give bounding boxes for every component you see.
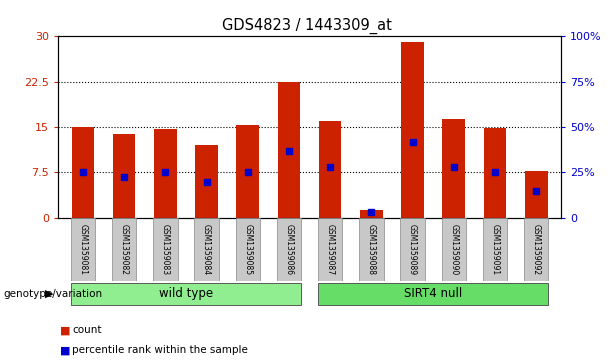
Text: ■: ■ (60, 325, 70, 335)
Text: wild type: wild type (159, 287, 213, 300)
Bar (360, 210, 383, 218)
Bar (194, 218, 219, 281)
Text: ■: ■ (60, 345, 70, 355)
Text: GSM1359084: GSM1359084 (202, 224, 211, 275)
Text: GSM1359090: GSM1359090 (449, 224, 459, 275)
Text: GSM1359089: GSM1359089 (408, 224, 417, 275)
Bar (318, 218, 342, 281)
Bar (237, 125, 259, 218)
Bar (153, 218, 178, 281)
Text: GSM1359082: GSM1359082 (120, 224, 129, 275)
Bar (402, 42, 424, 218)
Bar (71, 282, 301, 306)
Bar (71, 218, 95, 281)
Text: SIRT4 null: SIRT4 null (404, 287, 462, 300)
Bar (319, 121, 341, 218)
Bar (154, 129, 177, 218)
Text: GSM1359081: GSM1359081 (78, 224, 88, 275)
Text: ▶: ▶ (45, 289, 54, 299)
Text: percentile rank within the sample: percentile rank within the sample (72, 345, 248, 355)
Bar (525, 171, 547, 218)
Text: count: count (72, 325, 102, 335)
Bar (113, 134, 135, 218)
Text: genotype/variation: genotype/variation (3, 289, 102, 299)
Text: GSM1359086: GSM1359086 (284, 224, 294, 275)
Text: GSM1359088: GSM1359088 (367, 224, 376, 275)
Bar (359, 218, 384, 281)
Bar (72, 127, 94, 218)
Text: GSM1359091: GSM1359091 (490, 224, 500, 275)
Text: GSM1359085: GSM1359085 (243, 224, 253, 275)
Text: GSM1359092: GSM1359092 (531, 224, 541, 275)
Text: GDS4823 / 1443309_at: GDS4823 / 1443309_at (221, 17, 392, 33)
Bar (195, 145, 218, 218)
Bar (400, 218, 425, 281)
Bar (484, 128, 506, 218)
Bar (483, 218, 507, 281)
Bar (112, 218, 136, 281)
Bar (441, 218, 466, 281)
Bar (277, 218, 301, 281)
Bar (318, 282, 549, 306)
Text: GSM1359087: GSM1359087 (326, 224, 335, 275)
Text: GSM1359083: GSM1359083 (161, 224, 170, 275)
Bar (443, 119, 465, 218)
Bar (524, 218, 549, 281)
Bar (235, 218, 260, 281)
Bar (278, 82, 300, 218)
